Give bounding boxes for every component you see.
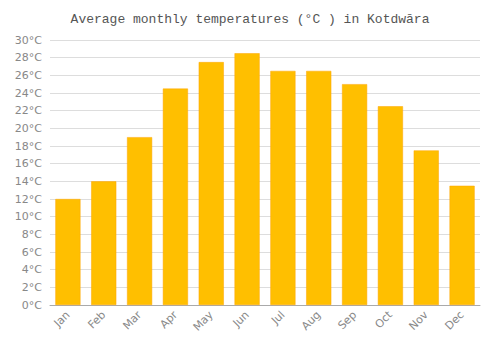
svg-text:30°C: 30°C: [15, 34, 42, 47]
svg-text:Jan: Jan: [51, 308, 73, 330]
svg-text:10°C: 10°C: [15, 210, 42, 223]
svg-text:Feb: Feb: [85, 308, 108, 331]
svg-text:6°C: 6°C: [22, 246, 42, 259]
svg-text:12°C: 12°C: [15, 193, 42, 206]
svg-text:Aug: Aug: [299, 308, 323, 332]
svg-text:18°C: 18°C: [15, 140, 42, 153]
svg-text:14°C: 14°C: [15, 175, 42, 188]
svg-text:28°C: 28°C: [15, 51, 42, 64]
svg-text:Sep: Sep: [335, 308, 359, 332]
svg-text:16°C: 16°C: [15, 157, 42, 170]
svg-text:Dec: Dec: [442, 308, 466, 332]
svg-text:20°C: 20°C: [15, 122, 42, 135]
svg-text:Jul: Jul: [268, 308, 287, 327]
svg-text:Nov: Nov: [406, 308, 431, 333]
svg-text:Jun: Jun: [230, 308, 252, 330]
svg-text:4°C: 4°C: [22, 263, 42, 276]
svg-text:26°C: 26°C: [15, 69, 42, 82]
svg-text:May: May: [191, 308, 217, 334]
svg-text:Oct: Oct: [372, 308, 395, 331]
svg-text:8°C: 8°C: [22, 228, 42, 241]
svg-text:24°C: 24°C: [15, 87, 42, 100]
svg-text:2°C: 2°C: [22, 281, 42, 294]
svg-text:0°C: 0°C: [22, 299, 42, 312]
svg-text:Apr: Apr: [157, 308, 180, 331]
svg-text:Average monthly temperatures (: Average monthly temperatures (°C ) in Ko…: [71, 12, 430, 27]
svg-text:Mar: Mar: [120, 308, 144, 332]
svg-text:22°C: 22°C: [15, 104, 42, 117]
